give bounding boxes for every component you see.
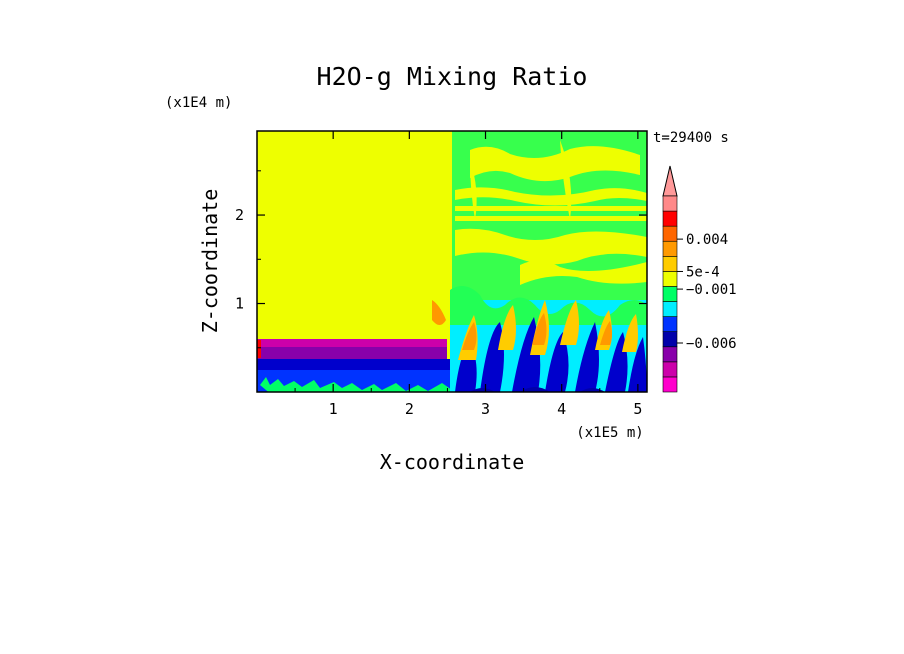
streak-8 — [520, 260, 647, 285]
colorbar-tick-label: −0.001 — [686, 282, 737, 298]
streak-4 — [455, 216, 647, 221]
streak-5 — [455, 228, 647, 265]
heatmap-field — [257, 131, 647, 392]
colorbar-swatch — [662, 240, 678, 257]
streak-7 — [560, 140, 572, 220]
colorbar-swatch — [662, 195, 678, 212]
colorbar-swatch — [662, 301, 678, 317]
y-axis-label: Z-coordinate — [198, 189, 222, 334]
region-edge-red — [257, 340, 261, 358]
y-units-label: (x1E4 m) — [165, 95, 232, 111]
colorbar-tick-label: 0.004 — [686, 232, 728, 248]
y-tick-label: 2 — [235, 206, 244, 224]
x-tick-label: 1 — [329, 400, 338, 418]
region-upper-right-green — [452, 131, 647, 300]
colorbar-swatch — [662, 361, 678, 378]
region-plume-yellow — [458, 300, 638, 360]
colorbar-swatch — [662, 346, 678, 363]
x-axis-label: X-coordinate — [380, 450, 525, 474]
colorbar-arrow — [662, 165, 678, 197]
axes: 1 2 3 4 5 1 2 — [235, 131, 647, 418]
colorbar-swatch — [662, 271, 678, 287]
x-tick-label: 5 — [633, 400, 642, 418]
streak-6 — [470, 160, 477, 220]
colorbar-swatch — [662, 286, 678, 302]
colorbar-tick-label: 5e-4 — [686, 264, 720, 280]
colorbar-ticks: 0.004 5e-4 −0.001 −0.006 — [677, 232, 737, 352]
chart-title: H2O-g Mixing Ratio — [317, 62, 588, 91]
x-units-label: (x1E5 m) — [576, 425, 643, 441]
x-tick-label: 3 — [481, 400, 490, 418]
streak-3 — [455, 206, 647, 211]
colorbar-swatch — [662, 316, 678, 332]
x-tick-label: 4 — [557, 400, 566, 418]
streak-2 — [455, 187, 647, 206]
colorbar-tick-label: −0.006 — [686, 336, 737, 352]
region-surface-green — [260, 377, 472, 392]
region-plume-blue — [455, 317, 647, 392]
x-tick-label: 2 — [405, 400, 414, 418]
y-tick-label: 1 — [235, 295, 244, 313]
colorbar-swatch — [662, 225, 678, 242]
colorbar-swatch — [662, 210, 678, 227]
streak-1 — [470, 146, 640, 182]
colorbar-swatch — [662, 376, 678, 393]
colorbar — [662, 165, 678, 393]
plot-frame — [256, 130, 648, 393]
region-dry-stripe-2 — [257, 347, 447, 359]
region-plume-green — [450, 286, 647, 325]
time-label: t=29400 s — [653, 130, 729, 146]
colorbar-swatch — [662, 331, 678, 348]
region-plume-deep — [470, 387, 605, 392]
region-dry-stripe-1 — [257, 339, 447, 347]
colorbar-swatch — [662, 256, 678, 272]
